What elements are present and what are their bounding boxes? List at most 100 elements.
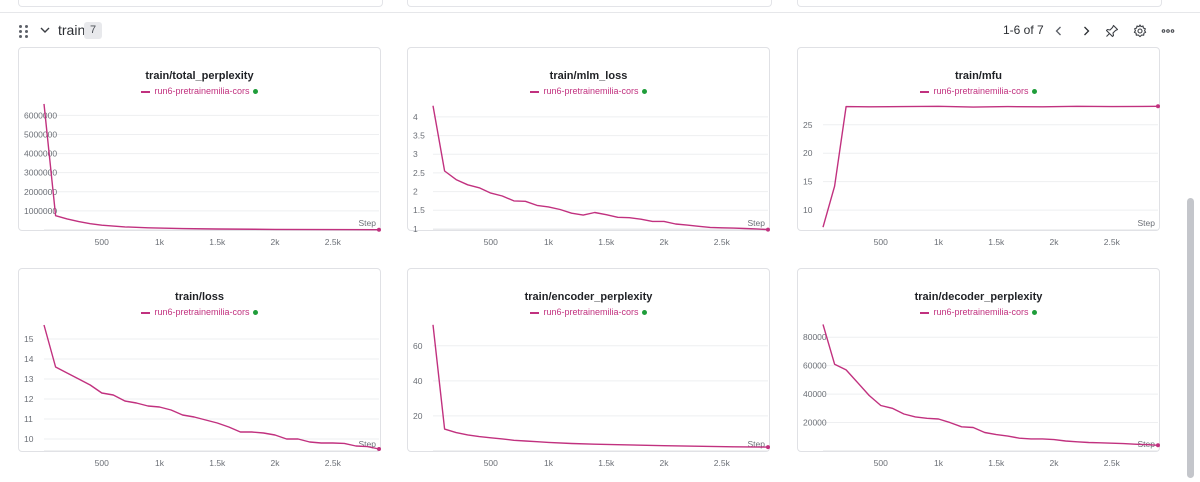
series-line — [43, 324, 380, 450]
x-tick-label: 1.5k — [988, 458, 1005, 468]
settings-button[interactable] — [1131, 22, 1149, 40]
x-tick-label: 500 — [95, 458, 109, 468]
y-tick-label: 40 — [413, 376, 423, 386]
y-tick-label: 4 — [413, 112, 418, 122]
y-tick-label: 13 — [24, 374, 34, 384]
last-point-marker — [1156, 443, 1160, 448]
last-point-marker — [766, 445, 770, 450]
chart-legend[interactable]: run6-pretrainemilia-cors — [19, 307, 380, 317]
y-tick-label: 5000000 — [24, 129, 57, 139]
y-tick-label: 3.5 — [413, 131, 425, 141]
x-tick-label: 2.5k — [1104, 237, 1121, 247]
x-tick-label: 1k — [155, 458, 165, 468]
upper-panel-edge — [18, 0, 383, 7]
y-tick-label: 15 — [803, 177, 813, 187]
chart-legend[interactable]: run6-pretrainemilia-cors — [19, 86, 380, 96]
section-title[interactable]: train — [58, 22, 86, 38]
y-tick-label: 60 — [413, 341, 423, 351]
line-chart[interactable]: 1 1.5 2 2.5 3 3.5 4 500 1k 1.5k 2k 2.5k Step — [408, 48, 771, 247]
series-line — [432, 324, 769, 448]
x-tick-label: 1.5k — [209, 458, 226, 468]
chart-title: train/decoder_perplexity — [914, 291, 1043, 303]
line-chart[interactable]: 10 11 12 13 14 15 500 1k 1.5k 2k 2.5k Step — [19, 269, 382, 468]
legend-swatch — [920, 311, 930, 314]
x-tick-label: 2.5k — [325, 237, 342, 247]
chart-title: train/mfu — [954, 70, 1003, 82]
chart-panel-mlm-loss[interactable]: train/mlm_loss run6-pretrainemilia-cors … — [407, 47, 771, 247]
drag-handle-icon[interactable] — [19, 25, 29, 38]
last-point-marker — [766, 227, 770, 232]
x-axis-label: Step — [748, 439, 766, 449]
x-tick-label: 1k — [934, 458, 944, 468]
y-tick-label: 80000 — [803, 332, 827, 342]
scrollbar-thumb[interactable] — [1187, 198, 1194, 478]
y-tick-label: 2.5 — [413, 168, 425, 178]
more-options-button[interactable] — [1159, 22, 1177, 40]
gear-icon — [1133, 24, 1147, 38]
x-tick-label: 1.5k — [598, 458, 615, 468]
panel-count-badge: 7 — [84, 22, 102, 39]
top-section-edge — [0, 0, 1200, 13]
series-line — [822, 324, 1159, 446]
y-tick-label: 15 — [24, 334, 34, 344]
legend-swatch — [530, 90, 540, 93]
last-point-marker — [377, 227, 381, 232]
y-tick-label: 2 — [413, 187, 418, 197]
line-chart[interactable]: 10 15 20 25 500 1k 1.5k 2k 2.5k Step — [798, 48, 1161, 247]
chart-legend[interactable]: run6-pretrainemilia-cors — [798, 307, 1159, 317]
chart-title: train/total_perplexity — [145, 70, 254, 82]
series-line — [43, 103, 380, 231]
chart-panel-mfu[interactable]: train/mfu run6-pretrainemilia-cors 10 15 2… — [797, 47, 1161, 247]
line-chart[interactable]: 1000000 2000000 3000000 4000000 5000000 60000… — [19, 48, 382, 247]
chart-legend[interactable]: run6-pretrainemilia-cors — [798, 86, 1159, 96]
x-tick-label: 500 — [484, 237, 498, 247]
chevron-right-icon — [1084, 26, 1090, 36]
chart-legend[interactable]: run6-pretrainemilia-cors — [408, 307, 769, 317]
x-tick-label: 2.5k — [714, 458, 731, 468]
legend-swatch — [920, 90, 930, 93]
y-tick-label: 4000000 — [24, 149, 57, 159]
pagination-label: 1-6 of 7 — [1003, 23, 1044, 37]
chevron-down-icon[interactable] — [38, 23, 52, 37]
legend-label: run6-pretrainemilia-cors — [154, 307, 250, 317]
y-tick-label: 12 — [24, 394, 34, 404]
next-page-button[interactable] — [1077, 22, 1095, 40]
more-horizontal-icon — [1161, 29, 1175, 33]
chart-panel-total-perplexity[interactable]: train/total_perplexity run6-pretrainemil… — [18, 47, 382, 247]
x-tick-label: 1.5k — [209, 237, 226, 247]
x-tick-label: 2k — [660, 458, 670, 468]
series-line — [432, 105, 769, 231]
y-tick-label: 6000000 — [24, 110, 57, 120]
y-tick-label: 1.5 — [413, 205, 425, 215]
run-status-dot — [641, 310, 647, 316]
y-tick-label: 2000000 — [24, 187, 57, 197]
run-status-dot — [641, 89, 647, 95]
run-status-dot — [252, 89, 258, 95]
legend-swatch — [141, 90, 151, 93]
chart-title: train/loss — [175, 291, 224, 303]
x-tick-label: 1k — [544, 458, 554, 468]
legend-label: run6-pretrainemilia-cors — [543, 86, 639, 96]
y-tick-label: 20000 — [803, 418, 827, 428]
x-tick-label: 2k — [1050, 237, 1060, 247]
prev-page-button[interactable] — [1050, 22, 1068, 40]
chart-legend[interactable]: run6-pretrainemilia-cors — [408, 86, 769, 96]
pin-button[interactable] — [1103, 22, 1121, 40]
x-tick-label: 500 — [874, 458, 888, 468]
run-status-dot — [1031, 310, 1037, 316]
section-header: train 7 1-6 of 7 — [0, 14, 1200, 46]
chart-panel-decoder-perplexity[interactable]: train/decoder_perplexity run6-pretrainem… — [797, 268, 1161, 468]
y-tick-label: 1 — [413, 224, 418, 234]
x-tick-label: 2.5k — [325, 458, 342, 468]
y-tick-label: 3000000 — [24, 168, 57, 178]
x-tick-label: 500 — [484, 458, 498, 468]
x-tick-label: 1.5k — [598, 237, 615, 247]
line-chart[interactable]: 20 40 60 500 1k 1.5k 2k 2.5k Step — [408, 269, 771, 468]
x-tick-label: 2.5k — [1104, 458, 1121, 468]
y-tick-label: 25 — [803, 120, 813, 130]
run-status-dot — [252, 310, 258, 316]
chart-panel-loss[interactable]: train/loss run6-pretrainemilia-cors 10 11… — [18, 268, 382, 468]
upper-panel-edge — [797, 0, 1162, 7]
chart-panel-encoder-perplexity[interactable]: train/encoder_perplexity run6-pretrainem… — [407, 268, 771, 468]
